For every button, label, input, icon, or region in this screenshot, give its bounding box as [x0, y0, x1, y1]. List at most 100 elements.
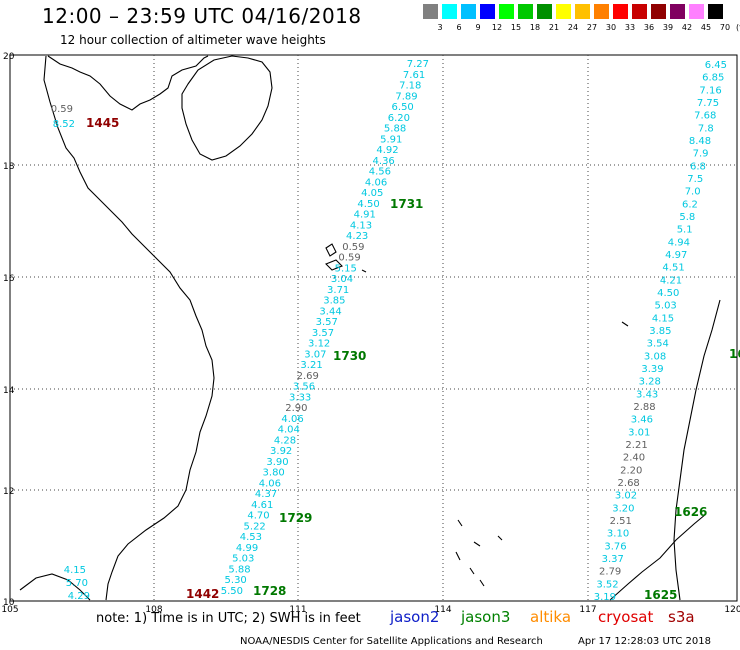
wave-height-value: 2.88 [633, 402, 655, 413]
wave-height-value: 7.9 [693, 149, 709, 160]
wave-height-value: 4.13 [350, 220, 372, 231]
pass-time-label: 1442 [186, 587, 219, 601]
coastline [19, 55, 721, 601]
legend-swatch [461, 4, 476, 19]
wave-height-value: 7.89 [395, 91, 417, 102]
wave-height-value: 7.16 [699, 85, 721, 96]
map-frame [9, 54, 738, 602]
legend-swatch [575, 4, 590, 19]
units-note: note: 1) Time is in UTC; 2) SWH is in fe… [96, 611, 361, 626]
wave-height-value: 2.69 [297, 371, 319, 382]
wave-height-value: 0.59 [338, 253, 360, 264]
pass-time-label: 1626 [674, 505, 707, 519]
vietnam-coastline [43, 55, 215, 601]
wave-height-value: 3.07 [304, 349, 326, 360]
wave-height-value: 6.8 [690, 161, 706, 172]
wave-height-value: 3.56 [293, 382, 315, 393]
sat-label-altika: altika [530, 608, 572, 626]
wave-height-value: 3.33 [289, 392, 311, 403]
wave-height-value: 3.19 [594, 592, 616, 603]
lon-tick-label: 111 [289, 605, 306, 615]
legend-level: 24 [567, 23, 579, 32]
wave-height-value: 4.91 [354, 210, 376, 221]
wave-height-value: 5.8 [679, 212, 695, 223]
lon-tick-label: 117 [579, 605, 596, 615]
pass-time-label: 1625 [644, 588, 677, 602]
legend-level: 6 [456, 23, 462, 32]
track-jason3-a: 7.277.617.187.896.506.205.885.914.924.36… [221, 59, 429, 597]
lat-tick-label: 14 [3, 386, 15, 396]
legend-level: 30 [605, 23, 617, 32]
wave-height-value: 2.68 [618, 478, 640, 489]
wave-height-value: 3.02 [615, 491, 637, 502]
wave-height-value: 6.50 [392, 102, 414, 113]
track-s3a-south: 4.15 5.70 4.29 [64, 565, 90, 602]
wave-height-value: 3.43 [636, 389, 658, 400]
wave-height-value: 3.76 [604, 541, 626, 552]
pass-time-label: 16 [729, 347, 740, 361]
wave-height-value: 3.39 [641, 364, 663, 375]
wave-height-value: 5.70 [66, 578, 88, 589]
wave-height-value: 2.90 [285, 403, 307, 414]
legend-level: 45 [700, 23, 712, 32]
wave-height-value: 4.99 [236, 543, 258, 554]
wave-height-value: 3.46 [631, 415, 653, 426]
legend-swatch [689, 4, 704, 19]
wave-height-value: 5.88 [228, 565, 250, 576]
wave-height-value: 3.04 [331, 274, 353, 285]
wave-height-value: 3.12 [308, 339, 330, 350]
legend-level: 18 [529, 23, 541, 32]
wave-height-value: 4.61 [251, 500, 273, 511]
legend-swatch [518, 4, 533, 19]
pass-time-label: 1445 [86, 116, 119, 130]
legend-level: 42 [681, 23, 693, 32]
wave-height-value: 7.61 [403, 70, 425, 81]
wave-height-value: 2.51 [610, 516, 632, 527]
wave-height-value: 2.20 [620, 465, 642, 476]
hainan-island [181, 55, 273, 161]
cambodia-coast [19, 573, 91, 601]
wave-height-value: 7.68 [694, 111, 716, 122]
wave-height-value: 5.03 [655, 301, 677, 312]
wave-height-value: 4.50 [657, 288, 679, 299]
lon-tick-label: 114 [434, 605, 451, 615]
legend-unit: (ft) [735, 23, 740, 32]
sat-label-jason2: jason2 [390, 608, 440, 626]
pass-time-label: 1730 [333, 349, 366, 363]
generated-timestamp: Apr 17 12:28:03 UTC 2018 [578, 636, 711, 647]
pass-time-label: 1731 [390, 197, 423, 211]
mainland-coast-north [47, 55, 209, 111]
wave-height-value: 4.04 [278, 425, 300, 436]
wave-height-value: 7.75 [697, 98, 719, 109]
wave-height-value: 3.57 [312, 328, 334, 339]
wave-height-value: 3.44 [319, 306, 341, 317]
legend-swatch [670, 4, 685, 19]
wave-height-value: 6.2 [682, 199, 698, 210]
wave-height-value: 4.23 [346, 231, 368, 242]
legend-swatch [499, 4, 514, 19]
credit-line: NOAA/NESDIS Center for Satellite Applica… [240, 636, 543, 647]
legend-swatch [556, 4, 571, 19]
wave-height-value: 6.85 [702, 73, 724, 84]
paracel-islands [325, 243, 367, 273]
wave-height-value: 2.40 [623, 453, 645, 464]
wave-height-value: 4.21 [660, 275, 682, 286]
wave-height-value: 5.22 [244, 522, 266, 533]
pass-time-labels: 1445 1731 1730 1729 1728 1442 16 1626 1625 [86, 116, 740, 602]
wave-height-value: 4.15 [64, 565, 86, 576]
wave-height-value: 3.21 [300, 360, 322, 371]
wave-height-value: 4.28 [274, 435, 296, 446]
legend-swatch [537, 4, 552, 19]
wave-height-value: 2.79 [599, 567, 621, 578]
lat-lon-grid: 105 108 111 114 117 120 20 18 16 14 12 10 [1, 52, 740, 615]
wave-height-value: 3.20 [612, 503, 634, 514]
wave-height-value: 3.80 [263, 468, 285, 479]
legend-swatch [423, 4, 438, 19]
wave-height-value: 7.27 [407, 59, 429, 70]
wave-height-value: 4.36 [373, 156, 395, 167]
wave-height-value: 3.10 [607, 529, 629, 540]
wave-height-value: 4.15 [652, 313, 674, 324]
spratly-islands [455, 321, 629, 587]
pass-time-label: 1729 [279, 511, 312, 525]
